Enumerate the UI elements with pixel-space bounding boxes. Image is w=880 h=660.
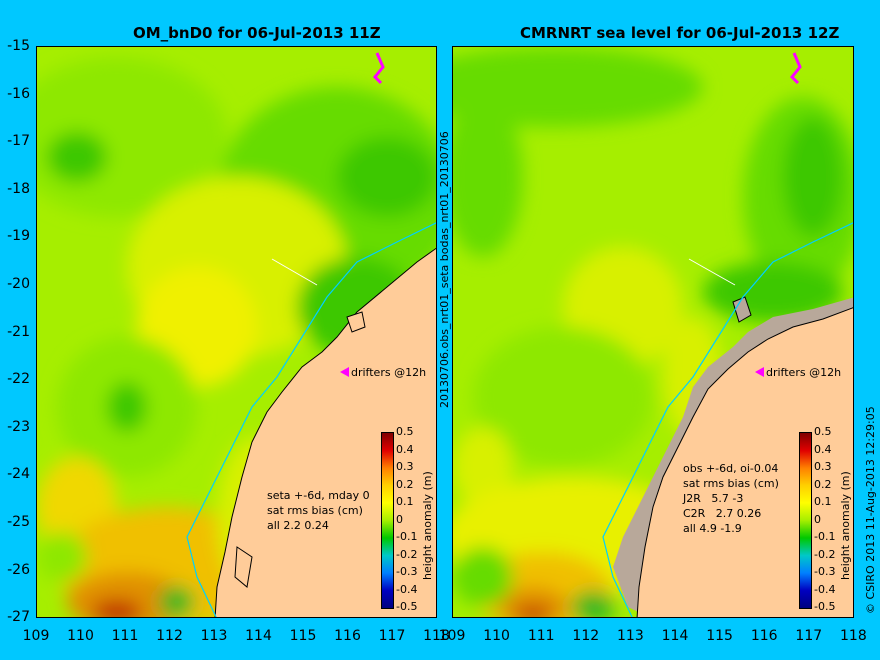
left-map-svg: drifters @12h seta +-6d, mday 0 sat rms … <box>37 47 436 617</box>
drifters-label: drifters @12h <box>351 366 426 379</box>
x-tick-label: 118 <box>423 628 450 644</box>
colorbar-tick-label: -0.2 <box>814 547 836 561</box>
x-tick-label: 113 <box>200 628 228 644</box>
drifter-arrow-icon <box>340 367 349 377</box>
drifter-track <box>789 52 802 85</box>
land-mass <box>214 247 436 617</box>
x-tick-label: 110 <box>67 628 94 644</box>
y-tick-label: -17 <box>7 133 30 150</box>
colorbar-tick-label: -0.3 <box>814 565 836 578</box>
colorbar-label-left: height anomaly (m) <box>421 471 434 580</box>
colorbar-tick-label: -0.1 <box>814 530 836 543</box>
colorbar-tick-label: -0.5 <box>396 600 418 613</box>
stats-line: sat rms bias (cm) <box>267 504 363 517</box>
y-tick-label: -22 <box>7 371 30 388</box>
colorbar-tick-label: 0.2 <box>814 477 832 491</box>
colorbar-tick-label: 0.4 <box>396 442 414 456</box>
x-tick-label: 112 <box>156 628 183 644</box>
island <box>346 311 366 333</box>
colorbar-tick-label: 0.2 <box>396 477 414 491</box>
transect-line <box>688 258 736 286</box>
drifters-label: drifters @12h <box>766 366 841 379</box>
y-tick-label: -27 <box>7 609 30 626</box>
island <box>234 546 253 588</box>
isobath-line <box>186 222 436 617</box>
stats-line: sat rms bias (cm) <box>683 477 779 490</box>
y-tick-label: -18 <box>7 180 30 197</box>
x-tick-label: 114 <box>245 628 272 644</box>
colorbar-tick-label: -0.2 <box>396 547 418 561</box>
x-tick-label: 115 <box>706 628 733 644</box>
colorbar-tick-label: 0 <box>396 512 403 526</box>
colorbar-tick-label: 0.5 <box>814 425 832 438</box>
x-tick-label: 114 <box>661 628 689 644</box>
island <box>732 296 752 323</box>
stats-line: all 2.2 0.24 <box>267 519 329 532</box>
left-panel-title: OM_bnD0 for 06-Jul-2013 11Z <box>133 24 381 42</box>
x-tick-label: 117 <box>795 628 823 644</box>
stats-line: all 4.9 -1.9 <box>683 522 742 535</box>
x-tick-label: 116 <box>334 628 361 644</box>
x-tick-label: 109 <box>438 628 466 644</box>
x-tick-label: 116 <box>750 628 778 644</box>
colorbar-tick-label: 0.3 <box>396 460 414 473</box>
x-tick-label: 115 <box>289 628 317 644</box>
y-tick-label: -24 <box>7 466 30 483</box>
x-tick-label: 113 <box>617 628 644 644</box>
x-tick-label: 109 <box>22 628 50 644</box>
colorbar-tick-label: -0.5 <box>814 600 836 613</box>
colorbar-tick-label: 0.3 <box>814 460 832 473</box>
stats-line: obs +-6d, oi-0.04 <box>683 462 778 475</box>
x-tick-label: 110 <box>483 628 510 644</box>
colorbar-tick-label: 0.1 <box>814 495 832 508</box>
y-tick-label: -23 <box>7 418 30 435</box>
right-map-svg: drifters @12h obs +-6d, oi-0.04 sat rms … <box>453 47 853 617</box>
x-tick-label: 117 <box>378 628 406 644</box>
colorbar-tick-label: 0.1 <box>396 495 414 508</box>
colorbar-left <box>381 432 394 609</box>
colorbar-tick-label: -0.4 <box>814 582 836 596</box>
right-map-panel: drifters @12h obs +-6d, oi-0.04 sat rms … <box>452 46 854 618</box>
drifter-arrow-icon <box>755 367 764 377</box>
x-tick-label: 111 <box>111 628 139 644</box>
stats-line: seta +-6d, mday 0 <box>267 489 370 502</box>
stats-line: J2R 5.7 -3 <box>682 492 743 505</box>
colorbar-tick-label: 0 <box>814 512 821 526</box>
colorbar-tick-label: -0.1 <box>396 530 418 543</box>
x-tick-label: 111 <box>527 628 555 644</box>
colorbar-tick-label: 0.4 <box>814 442 832 456</box>
isobath-line <box>602 222 853 617</box>
y-tick-label: -21 <box>7 323 30 340</box>
colorbar-tick-label: 0.5 <box>396 425 414 438</box>
left-map-panel: drifters @12h seta +-6d, mday 0 sat rms … <box>36 46 437 618</box>
copyright-label: © CSIRO 2013 11-Aug-2013 12:29:05 <box>864 406 877 614</box>
x-tick-label: 118 <box>840 628 867 644</box>
colorbar-right <box>799 432 812 609</box>
right-panel-title: CMRNRT sea level for 06-Jul-2013 12Z <box>520 24 840 42</box>
x-tick-label: 112 <box>572 628 600 644</box>
transect-line <box>271 258 318 286</box>
colorbar-tick-label: -0.3 <box>396 565 418 578</box>
drifter-track <box>372 52 385 85</box>
y-tick-label: -16 <box>7 85 30 102</box>
y-tick-label: -20 <box>7 276 30 292</box>
y-tick-label: -19 <box>7 228 30 245</box>
stats-line: C2R 2.7 0.26 <box>683 507 761 520</box>
run-id-label: 20130706.obs_nrt01_seta bodas_nrt01_2013… <box>438 131 451 408</box>
colorbar-label-right: height anomaly (m) <box>839 471 852 580</box>
colorbar-tick-label: -0.4 <box>396 582 418 596</box>
y-tick-label: -15 <box>7 38 30 54</box>
y-tick-label: -25 <box>7 514 30 530</box>
y-tick-label: -26 <box>7 561 30 578</box>
